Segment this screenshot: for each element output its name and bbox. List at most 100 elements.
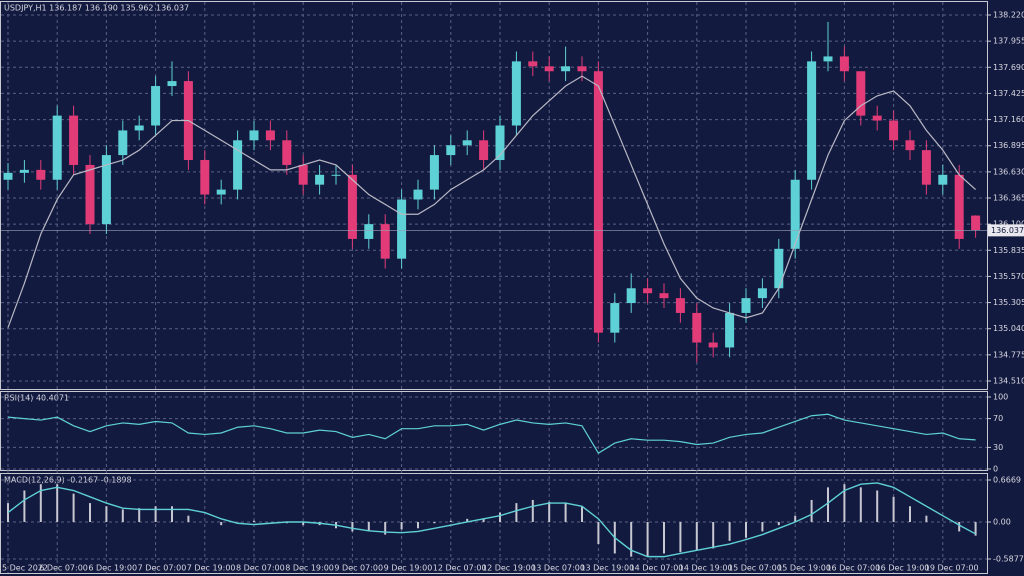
candle-body	[905, 140, 915, 151]
y-tick-label: 135.305	[993, 298, 1024, 307]
candle-body	[380, 224, 390, 259]
candle-body	[872, 115, 882, 121]
candle-body	[298, 164, 308, 185]
price-pane	[0, 1, 988, 390]
x-tick-label: 9 Dec 07:00	[334, 564, 383, 573]
macd-pane	[0, 473, 988, 574]
y-tick-label: 100	[993, 393, 1008, 402]
y-tick-label: -0.5877	[993, 555, 1024, 564]
y-tick-label: 136.630	[993, 167, 1024, 176]
y-tick-label: 135.570	[993, 272, 1024, 281]
candle-body	[36, 169, 46, 180]
y-tick-label: 135.040	[993, 324, 1024, 333]
x-tick-label: 12 Dec 07:00	[433, 564, 487, 573]
candle-body	[823, 56, 833, 62]
candle-body	[413, 189, 423, 200]
candle-body	[397, 199, 407, 259]
candle-body	[282, 140, 292, 165]
x-tick-label: 5 Dec 2022	[2, 564, 48, 573]
x-tick-label: 14 Dec 07:00	[630, 564, 684, 573]
x-tick-label: 16 Dec 19:00	[876, 564, 930, 573]
candle-body	[200, 160, 210, 195]
candle-body	[921, 150, 931, 185]
candle-body	[3, 172, 13, 180]
candle-body	[462, 140, 472, 146]
x-tick-label: 9 Dec 19:00	[384, 564, 433, 573]
x-tick-label: 8 Dec 19:00	[285, 564, 334, 573]
y-tick-label: 0.6669	[993, 476, 1021, 485]
candle-body	[610, 303, 620, 333]
x-tick-label: 7 Dec 07:00	[138, 564, 187, 573]
rsi-line	[7, 413, 976, 454]
candle-body	[643, 288, 653, 294]
candle-body	[495, 125, 505, 161]
y-tick-label: 137.425	[993, 89, 1024, 98]
candle-body	[429, 155, 439, 190]
candle-body	[577, 66, 587, 72]
x-tick-label: 8 Dec 07:00	[236, 564, 285, 573]
moving-average	[7, 75, 977, 328]
candle-body	[774, 248, 784, 289]
y-tick-label: 137.955	[993, 37, 1024, 46]
candle-body	[151, 86, 161, 126]
x-tick-label: 15 Dec 19:00	[777, 564, 831, 573]
y-tick-label: 138.220	[993, 11, 1024, 20]
x-tick-label: 6 Dec 07:00	[39, 564, 88, 573]
candle-body	[889, 120, 899, 141]
candle-body	[167, 81, 177, 87]
x-tick-label: 14 Dec 19:00	[679, 564, 733, 573]
y-tick-label: 137.690	[993, 63, 1024, 72]
candle-body	[249, 130, 259, 141]
candle-body	[757, 288, 767, 299]
last-price-label: 136.037	[991, 226, 1024, 235]
rsi-title: RSI(14) 40.4071	[4, 394, 69, 403]
candle-body	[511, 61, 521, 126]
candle-body	[265, 130, 275, 141]
candle-body	[85, 164, 95, 225]
y-tick-label: 0.00	[993, 517, 1011, 526]
candle-body	[626, 288, 636, 304]
candle-body	[692, 312, 702, 343]
x-tick-label: 12 Dec 19:00	[482, 564, 536, 573]
y-tick-label: 136.100	[993, 220, 1024, 229]
candle-body	[659, 293, 669, 299]
candle-body	[216, 189, 226, 195]
candle-body	[446, 145, 456, 156]
candle-body	[364, 224, 374, 239]
y-tick-label: 134.510	[993, 377, 1024, 386]
candle-body	[971, 215, 981, 231]
x-tick-label: 13 Dec 19:00	[580, 564, 634, 573]
candle-body	[561, 66, 571, 72]
candle-body	[118, 130, 128, 156]
candle-body	[479, 140, 489, 161]
rsi-pane	[0, 391, 988, 471]
candle-body	[708, 342, 718, 348]
x-tick-label: 6 Dec 19:00	[88, 564, 137, 573]
y-tick-label: 134.775	[993, 350, 1024, 359]
candle-body	[725, 312, 735, 348]
candle-body	[741, 298, 751, 313]
y-tick-label: 136.365	[993, 194, 1024, 203]
last-price-box	[988, 224, 1024, 237]
y-tick-label: 135.835	[993, 246, 1024, 255]
x-tick-label: 15 Dec 07:00	[728, 564, 782, 573]
candle-body	[954, 174, 964, 239]
y-tick-label: 30	[993, 443, 1003, 452]
x-tick-label: 19 Dec 07:00	[925, 564, 979, 573]
candle-body	[233, 140, 243, 190]
candle-body	[101, 155, 111, 225]
candle-body	[315, 174, 325, 185]
candle-body	[331, 174, 341, 176]
signal-line	[7, 482, 976, 558]
y-tick-label: 136.895	[993, 141, 1024, 150]
x-tick-label: 16 Dec 07:00	[826, 564, 880, 573]
candle-body	[856, 71, 866, 116]
x-tick-label: 7 Dec 19:00	[187, 564, 236, 573]
candle-body	[52, 115, 62, 180]
candle-body	[807, 61, 817, 180]
candle-body	[19, 169, 29, 173]
candle-body	[347, 174, 357, 239]
candle-body	[593, 71, 603, 333]
